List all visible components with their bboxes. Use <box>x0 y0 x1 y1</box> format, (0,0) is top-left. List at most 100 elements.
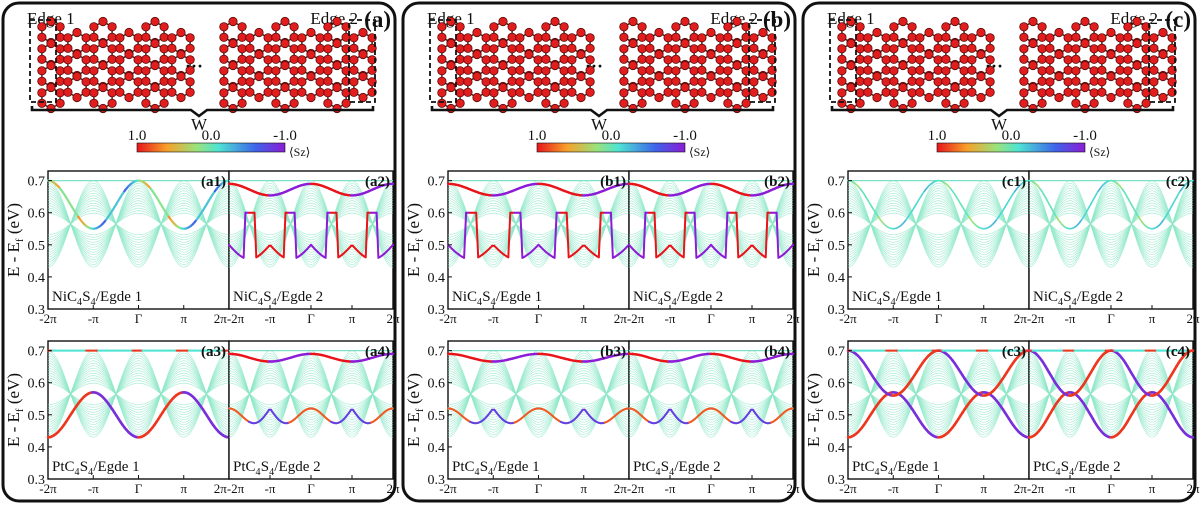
lattice-atom <box>723 76 733 86</box>
edge-state-segment <box>553 211 558 259</box>
lattice-atom <box>489 76 499 86</box>
lattice-atom <box>619 54 629 64</box>
lattice-atom <box>637 32 647 42</box>
bulk-band <box>228 380 394 408</box>
lattice-atom <box>628 103 638 114</box>
material-label: PtC4 S4 /Egde 1 <box>52 459 140 478</box>
y-axis-label: E - Ef (eV) <box>804 373 826 447</box>
width-label: W <box>991 115 1008 134</box>
lattice-atom <box>332 103 342 114</box>
lattice-atom <box>55 66 65 76</box>
width-brace <box>30 106 375 118</box>
lattice-atom <box>723 44 733 54</box>
lattice-atom <box>280 60 290 71</box>
lattice-atom <box>863 87 873 97</box>
edge-states <box>1028 179 1194 230</box>
lattice-atom <box>358 49 368 60</box>
lattice-atom <box>959 32 969 42</box>
subplot-label: (b3) <box>600 344 626 360</box>
lattice-atom <box>472 71 482 82</box>
bulk-band <box>447 190 630 258</box>
lattice-atom <box>245 77 255 87</box>
bulk-band <box>47 190 230 258</box>
lattice-atom <box>1089 76 1099 86</box>
lattice-atom <box>663 65 673 75</box>
lattice-atom <box>950 16 960 27</box>
x-tick-label: -π <box>888 311 899 326</box>
bulk-band <box>628 370 794 418</box>
lattice-atom <box>46 16 56 27</box>
lattice-atom <box>1089 22 1099 32</box>
bulk-band <box>228 382 394 406</box>
bulk-band <box>628 382 794 406</box>
lattice-atom <box>1037 32 1047 42</box>
lattice-atom <box>237 98 247 108</box>
lattice-atom <box>323 54 333 64</box>
ribbon-lattice <box>29 16 377 118</box>
lattice-atom <box>498 103 508 114</box>
lattice-atom <box>297 87 307 97</box>
bulk-band <box>447 205 630 243</box>
bulk-band <box>628 365 794 423</box>
lattice-atom <box>855 76 865 86</box>
lattice-atom <box>89 88 99 98</box>
lattice-atom <box>732 16 742 27</box>
lattice-atom <box>855 32 865 42</box>
x-tick-label: -π <box>665 311 676 326</box>
lattice-atom <box>245 33 255 43</box>
bulk-band <box>847 205 1030 243</box>
lattice-atom <box>107 76 117 86</box>
lattice-atom <box>133 43 143 53</box>
lattice-atom <box>289 88 299 98</box>
edge-state-segment <box>519 211 524 259</box>
lattice-atom <box>1149 33 1159 43</box>
bulk-band <box>1028 202 1194 246</box>
bulk-band <box>447 355 630 433</box>
lattice-atom <box>1097 55 1107 65</box>
lattice-atom <box>124 49 134 60</box>
lattice-atom <box>437 44 447 54</box>
bulk-band <box>1028 187 1194 261</box>
bulk-band <box>847 192 1030 256</box>
lattice-atom <box>654 27 664 38</box>
bulk-band <box>47 382 230 406</box>
lattice-atom <box>115 55 125 65</box>
bulk-band <box>447 210 630 238</box>
lattice-atom <box>576 92 586 103</box>
lattice-atom <box>297 65 307 75</box>
material-label: NiC4 S4 /Egde 2 <box>633 289 723 308</box>
lattice-atom <box>680 82 690 93</box>
lattice-atom <box>271 22 281 32</box>
lattice-atom <box>472 49 482 60</box>
lattice-atom <box>567 65 577 75</box>
x-tick-label: 2π <box>386 481 400 496</box>
lattice-atom <box>541 54 551 64</box>
lattice-atom <box>55 76 65 86</box>
lattice-atom <box>697 65 707 75</box>
bulk-band <box>628 192 794 256</box>
colorbar-min: -1.0 <box>273 128 297 144</box>
lattice-atom <box>455 98 465 108</box>
lattice-atom <box>349 77 359 87</box>
bulk-band <box>228 362 394 426</box>
bulk-band <box>447 380 630 408</box>
bulk-band <box>1028 380 1194 408</box>
lattice-atom <box>159 22 169 32</box>
edge2-box <box>1148 19 1176 103</box>
x-tick-label: 2π <box>786 311 800 326</box>
lattice-atom <box>680 60 690 71</box>
bulk-band <box>1028 382 1194 406</box>
bulk-band <box>47 367 230 421</box>
lattice-ellipsis: ··· <box>185 56 203 76</box>
edge2-box <box>348 19 376 103</box>
lattice-atom <box>55 88 65 98</box>
edge-state-segment <box>565 211 570 259</box>
lattice-atom <box>697 43 707 53</box>
lattice-atom <box>881 77 891 87</box>
lattice-atom <box>1089 88 1099 98</box>
lattice-atom <box>89 54 99 64</box>
bulk-band <box>847 382 1030 406</box>
